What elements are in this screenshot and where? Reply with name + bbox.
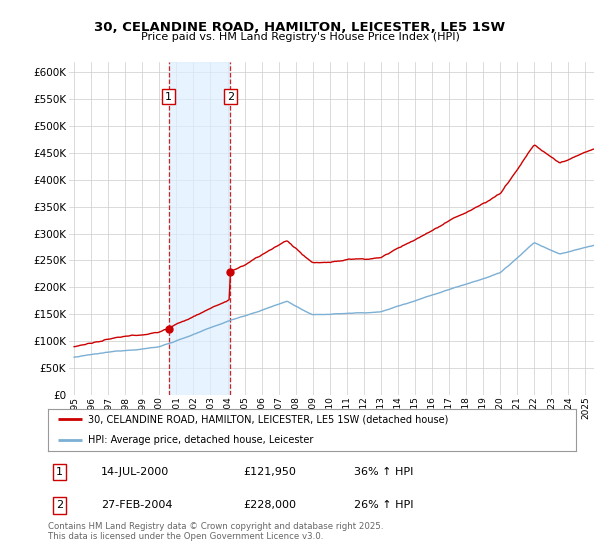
- Text: Contains HM Land Registry data © Crown copyright and database right 2025.
This d: Contains HM Land Registry data © Crown c…: [48, 522, 383, 542]
- Text: 2: 2: [227, 91, 234, 101]
- Text: 30, CELANDINE ROAD, HAMILTON, LEICESTER, LE5 1SW (detached house): 30, CELANDINE ROAD, HAMILTON, LEICESTER,…: [88, 414, 448, 424]
- Text: £228,000: £228,000: [244, 501, 296, 511]
- Bar: [169, 62, 230, 395]
- Text: 30, CELANDINE ROAD, HAMILTON, LEICESTER, LE5 1SW: 30, CELANDINE ROAD, HAMILTON, LEICESTER,…: [94, 21, 506, 34]
- Text: HPI: Average price, detached house, Leicester: HPI: Average price, detached house, Leic…: [88, 435, 313, 445]
- Text: 14-JUL-2000: 14-JUL-2000: [101, 467, 169, 477]
- Text: 36% ↑ HPI: 36% ↑ HPI: [354, 467, 413, 477]
- Text: 27-FEB-2004: 27-FEB-2004: [101, 501, 172, 511]
- Text: 2: 2: [56, 501, 63, 511]
- Text: 1: 1: [56, 467, 63, 477]
- Text: £121,950: £121,950: [244, 467, 296, 477]
- Text: Price paid vs. HM Land Registry's House Price Index (HPI): Price paid vs. HM Land Registry's House …: [140, 32, 460, 43]
- Text: 26% ↑ HPI: 26% ↑ HPI: [354, 501, 414, 511]
- Text: 1: 1: [165, 91, 172, 101]
